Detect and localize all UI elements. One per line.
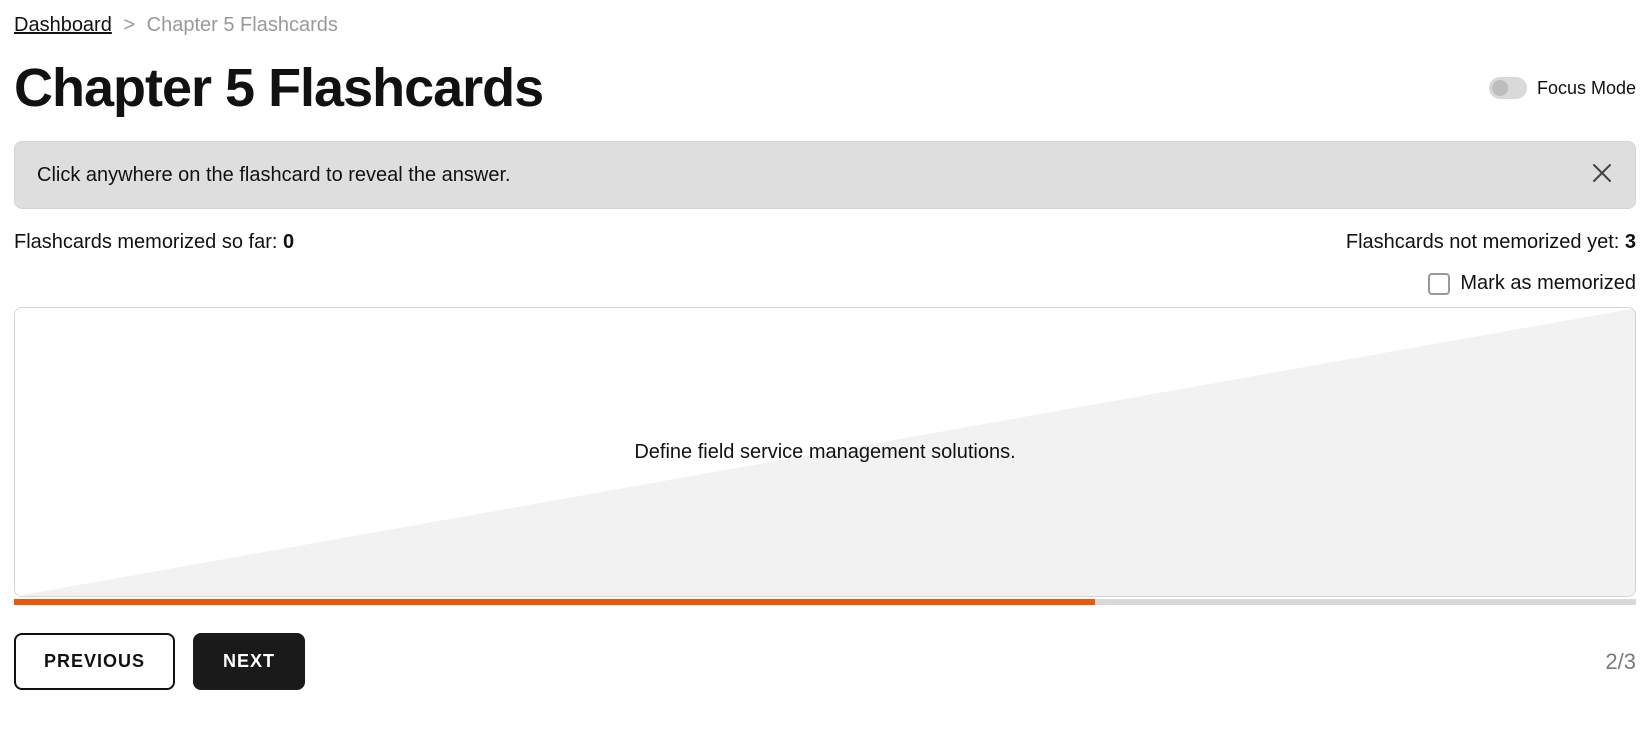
nav-buttons: PREVIOUS NEXT: [14, 633, 305, 690]
not-memorized-count: 3: [1625, 231, 1636, 253]
breadcrumb-separator: >: [123, 14, 135, 36]
mark-memorized-label: Mark as memorized: [1460, 272, 1636, 295]
not-memorized-stat: Flashcards not memorized yet: 3: [1346, 231, 1636, 254]
page-title: Chapter 5 Flashcards: [14, 57, 543, 119]
breadcrumb-parent-link[interactable]: Dashboard: [14, 14, 112, 36]
memorized-stat: Flashcards memorized so far: 0: [14, 231, 294, 254]
focus-mode-toggle[interactable]: [1489, 77, 1527, 99]
previous-button[interactable]: PREVIOUS: [14, 633, 175, 690]
progress-bar: [14, 599, 1636, 605]
breadcrumb-current: Chapter 5 Flashcards: [147, 14, 338, 36]
close-icon[interactable]: [1591, 162, 1613, 188]
memorized-label: Flashcards memorized so far:: [14, 231, 283, 253]
mark-memorized-row: Mark as memorized: [14, 272, 1636, 295]
instruction-banner: Click anywhere on the flashcard to revea…: [14, 141, 1636, 209]
page-current: 2: [1605, 649, 1617, 675]
page-total: 3: [1624, 649, 1636, 675]
stats-row: Flashcards memorized so far: 0 Flashcard…: [14, 231, 1636, 254]
page-counter: 2/3: [1605, 649, 1636, 675]
focus-mode-label: Focus Mode: [1537, 78, 1636, 99]
focus-mode-control: Focus Mode: [1489, 77, 1636, 99]
instruction-text: Click anywhere on the flashcard to revea…: [37, 164, 511, 187]
toggle-knob-icon: [1492, 80, 1508, 96]
memorized-count: 0: [283, 231, 294, 253]
mark-memorized-checkbox[interactable]: [1428, 273, 1450, 295]
not-memorized-label: Flashcards not memorized yet:: [1346, 231, 1625, 253]
flashcard-question: Define field service management solution…: [15, 308, 1635, 596]
breadcrumb: Dashboard > Chapter 5 Flashcards: [14, 14, 1636, 37]
progress-fill: [14, 599, 1095, 605]
next-button[interactable]: NEXT: [193, 633, 305, 690]
flashcard[interactable]: Define field service management solution…: [14, 307, 1636, 597]
header-row: Chapter 5 Flashcards Focus Mode: [14, 57, 1636, 119]
footer-row: PREVIOUS NEXT 2/3: [14, 633, 1636, 690]
